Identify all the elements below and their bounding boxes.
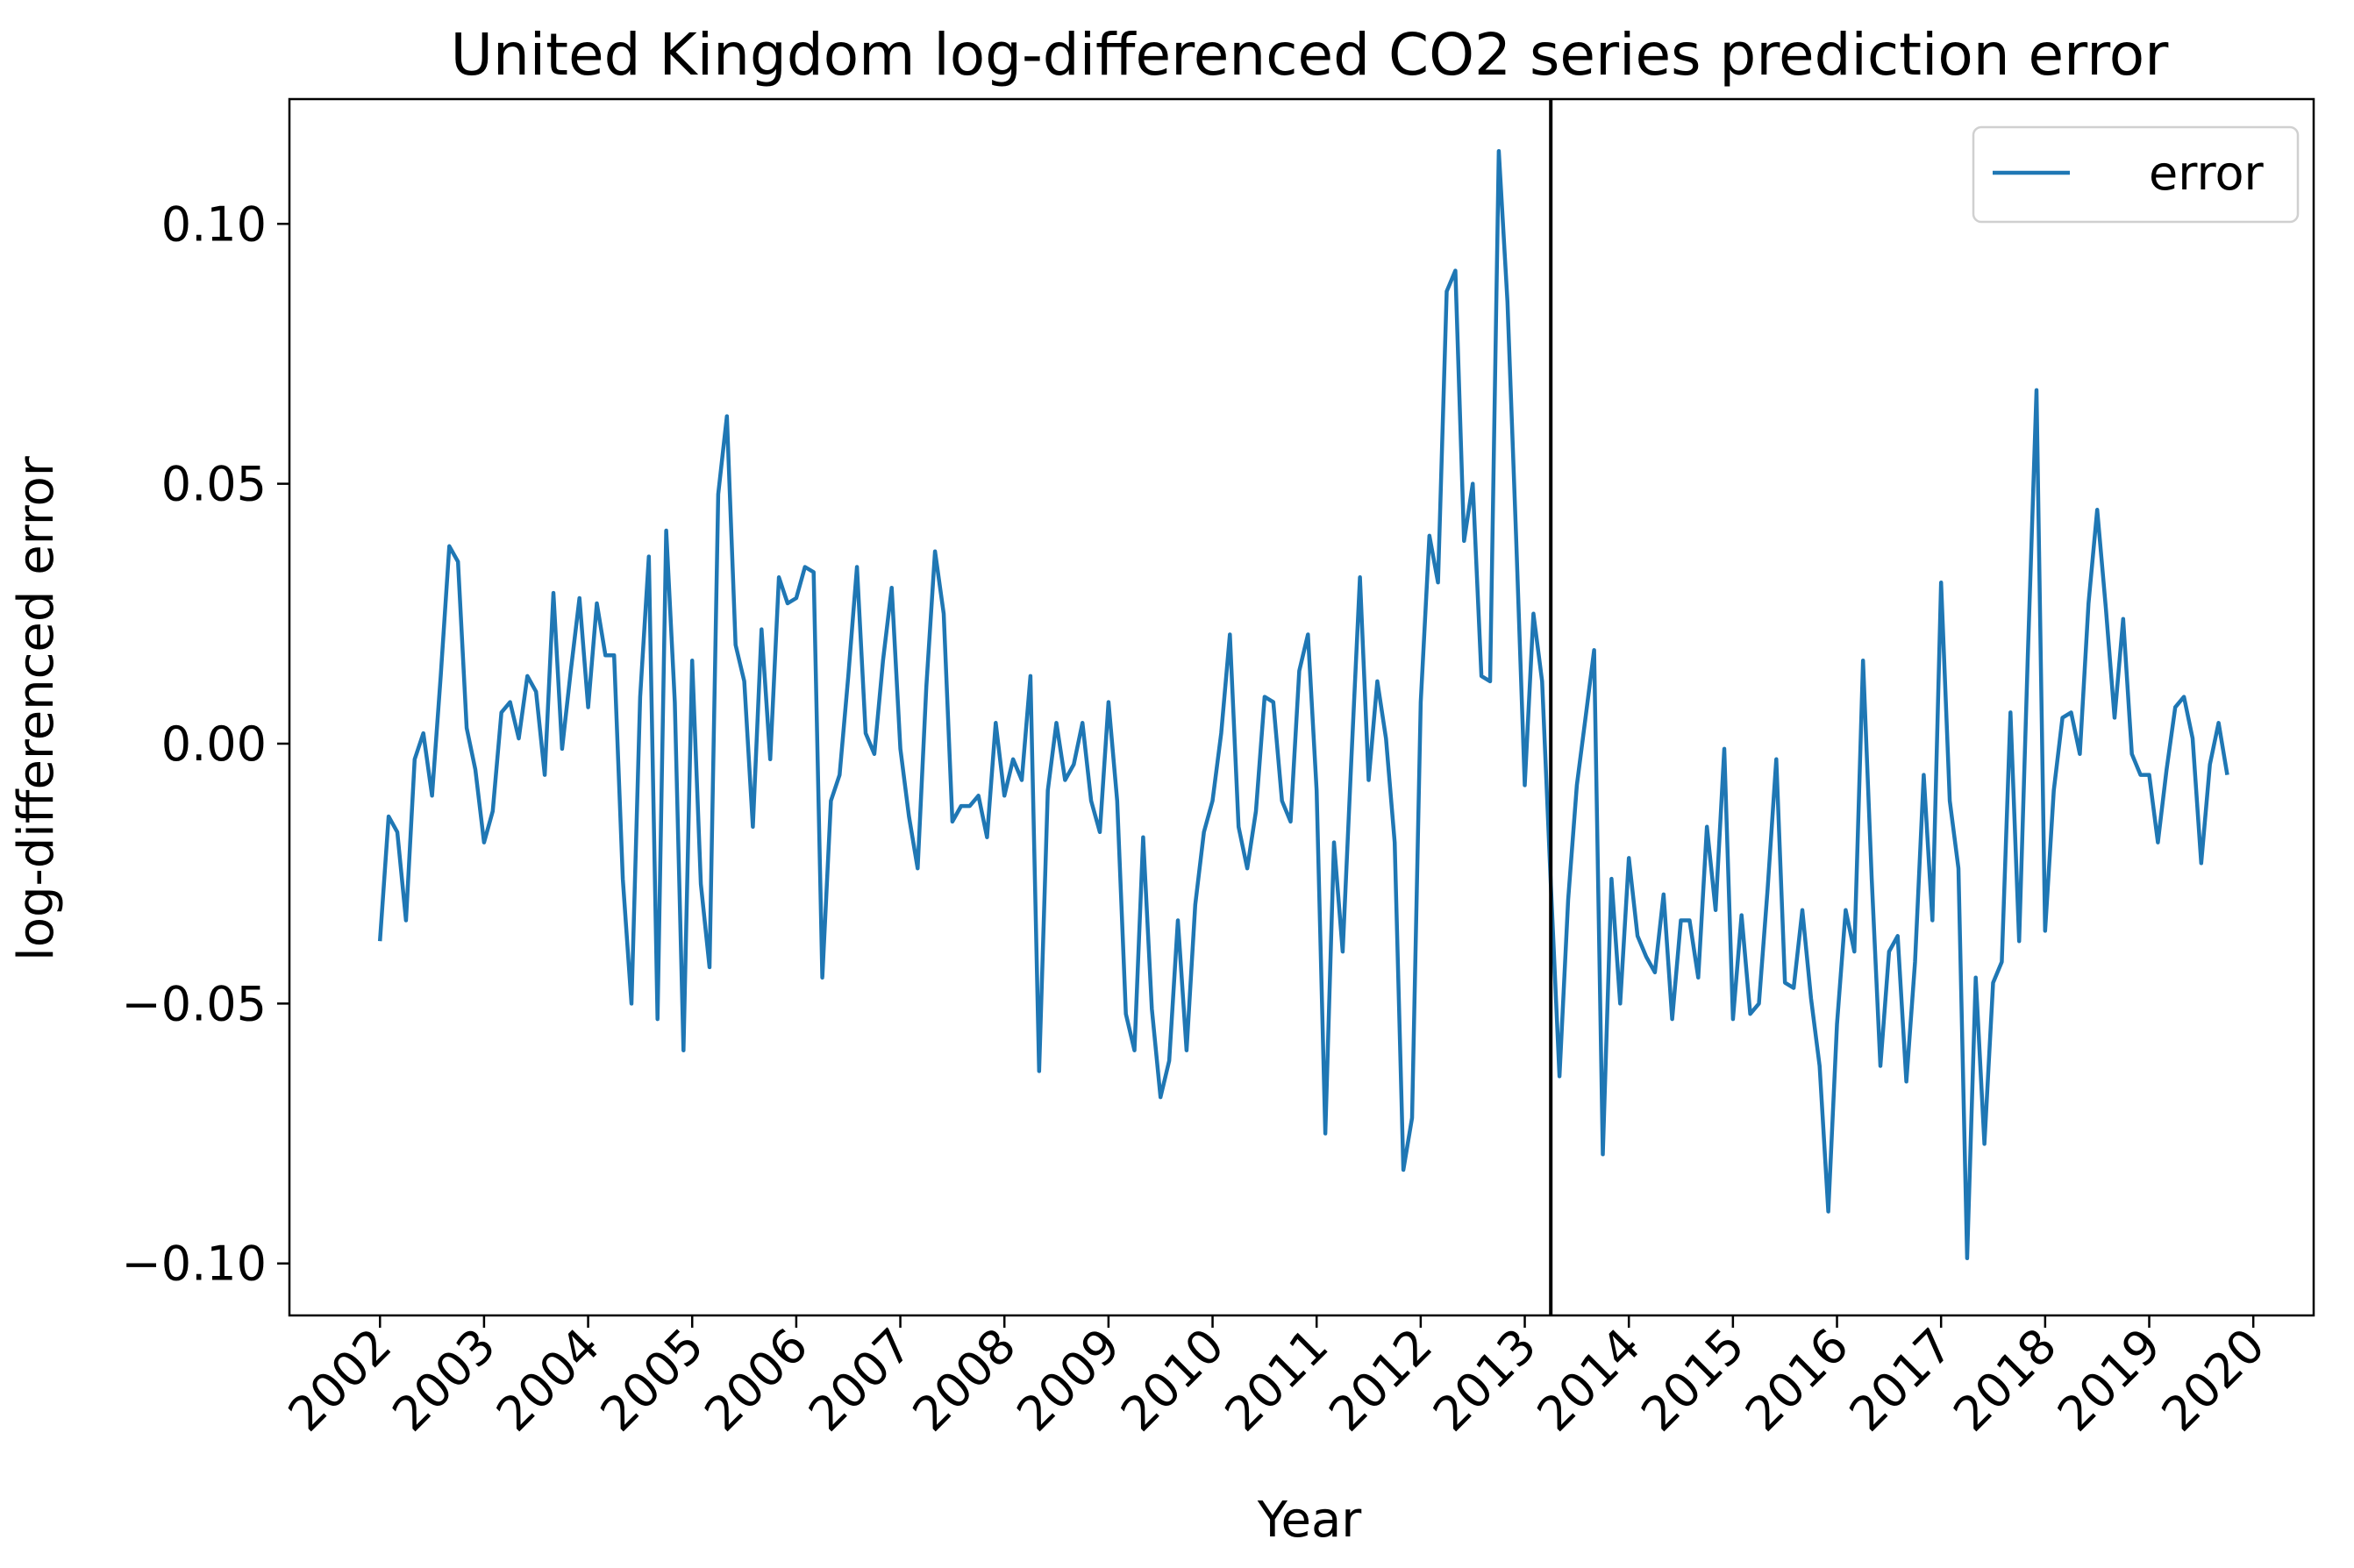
y-tick-label: 0.00	[161, 716, 267, 772]
y-axis-label: log-differenced error	[8, 455, 65, 961]
plot-frame	[288, 97, 2315, 1317]
plot-area	[288, 97, 2315, 1317]
chart-title: United Kingdom log-differenced CO2 serie…	[451, 21, 2170, 89]
series-line-error	[377, 149, 2229, 1261]
x-axis-label: Year	[1257, 1492, 1363, 1549]
legend: error	[1972, 125, 2300, 224]
y-tick-label: −0.10	[122, 1237, 267, 1292]
y-axis: −0.10 −0.05 0.00 0.05 0.10	[122, 196, 289, 1292]
legend-box	[1972, 125, 2300, 224]
series-layer	[377, 149, 2229, 1261]
y-tick-label: 0.10	[161, 196, 267, 252]
y-tick-label: 0.05	[161, 457, 267, 512]
y-tick-label: −0.05	[122, 976, 267, 1031]
legend-label-error: error	[2149, 146, 2265, 201]
